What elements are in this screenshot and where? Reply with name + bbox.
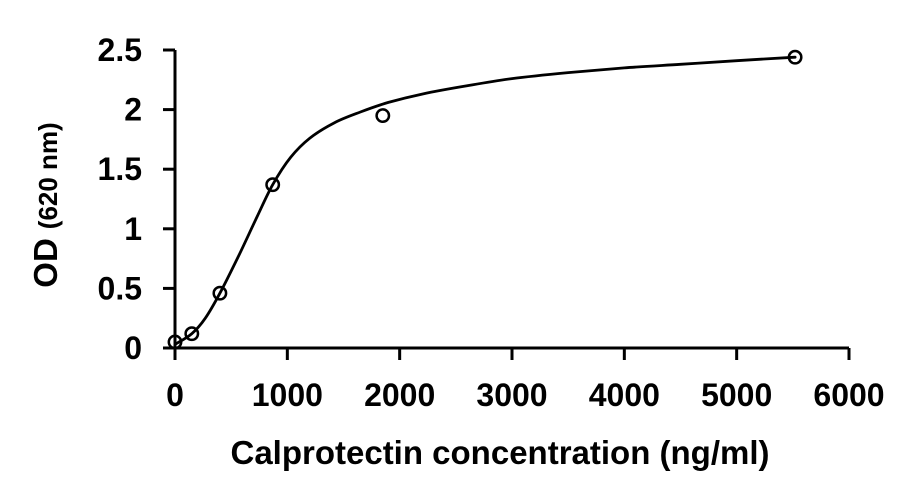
- x-tick-label: 3000: [476, 377, 547, 413]
- data-point-marker: [167, 334, 183, 350]
- x-axis-title: Calprotectin concentration (ng/ml): [230, 434, 769, 471]
- y-tick-label: 1.5: [98, 151, 142, 187]
- y-tick-label: 0.5: [98, 270, 142, 306]
- data-point-marker: [184, 326, 200, 342]
- data-point-marker: [265, 177, 281, 193]
- x-tick-label: 6000: [813, 377, 884, 413]
- data-point-marker: [375, 108, 391, 124]
- data-point-marker: [787, 49, 803, 65]
- y-tick-label: 0: [124, 330, 142, 366]
- x-tick-label: 2000: [364, 377, 435, 413]
- fit-curve-line: [173, 55, 797, 346]
- y-tick-label: 2.5: [98, 32, 142, 68]
- x-tick-label: 0: [166, 377, 184, 413]
- y-axis-title-sub: (620 nm): [33, 122, 63, 229]
- y-tick-label: 2: [124, 92, 142, 128]
- x-tick-label: 5000: [701, 377, 772, 413]
- x-tick-label: 1000: [252, 377, 323, 413]
- y-axis-title: OD (620 nm): [27, 122, 64, 287]
- y-axis-title-main: OD: [27, 238, 64, 288]
- data-point-marker: [212, 285, 228, 301]
- y-tick-label: 1: [124, 211, 142, 247]
- plot-area: 0 0.5 1 1.5 2 2.5 0 1000 2000 3000 4000 5000 6000: [98, 32, 885, 413]
- x-tick-label: 4000: [589, 377, 660, 413]
